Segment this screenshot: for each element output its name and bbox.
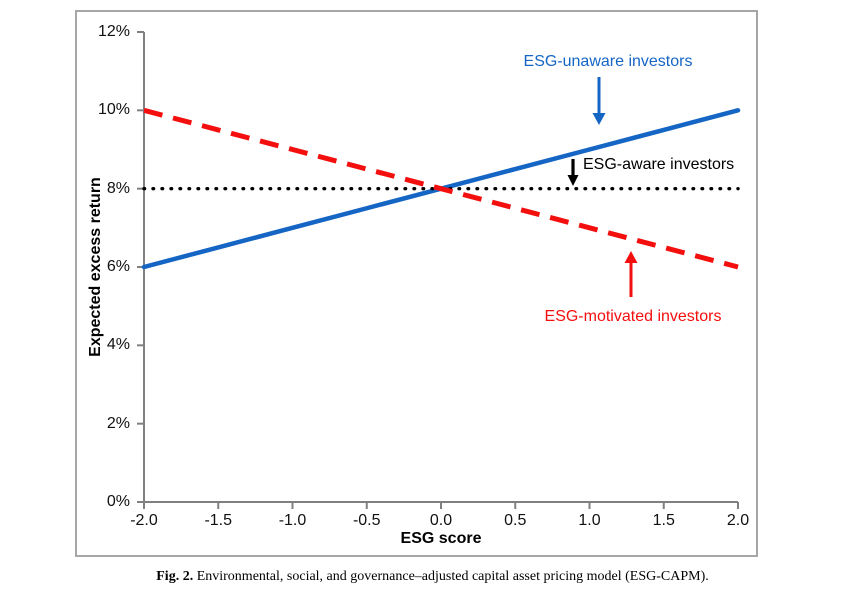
x-tick-label: -0.5	[352, 512, 381, 529]
y-tick-label: 2%	[106, 414, 130, 432]
axes	[143, 32, 738, 503]
x-tick-label: 2.0	[726, 512, 750, 529]
series-line-dashed	[143, 107, 739, 270]
x-tick-label: -1.0	[278, 512, 307, 529]
x-tick-label: 1.0	[578, 512, 601, 529]
y-tick-label: 4%	[106, 336, 130, 354]
x-tick-label: -2.0	[130, 512, 158, 529]
figure-caption-text: Environmental, social, and governance–ad…	[196, 569, 709, 584]
annotation-esg-motivated-investors: ESG-motivated investors	[544, 308, 722, 325]
annotation-esg-aware-investors: ESG-aware investors	[583, 156, 735, 173]
x-tick-label: 0.5	[504, 512, 527, 529]
y-axis-title: Expected excess return	[87, 177, 104, 357]
chart-frame	[75, 10, 758, 557]
annotation-esg-unaware-investors: ESG-unaware investors	[523, 53, 693, 70]
y-tick-label: 6%	[106, 258, 130, 275]
figure-caption: Fig. 2. Environmental, social, and gover…	[0, 569, 865, 585]
annotation-arrowhead	[567, 175, 579, 186]
annotation-arrowhead	[592, 113, 606, 125]
y-tick-label: 8%	[106, 179, 130, 197]
y-tick-label: 12%	[97, 23, 130, 40]
x-tick-label: 1.5	[652, 512, 675, 529]
x-tick-label: 0.0	[429, 512, 453, 529]
annotation-arrowhead	[624, 251, 638, 263]
y-tick-label: 0%	[106, 493, 130, 510]
x-tick-label: -1.5	[204, 512, 233, 529]
x-axis-title: ESG score	[400, 530, 482, 547]
figure-caption-label: Fig. 2.	[156, 569, 194, 584]
y-tick-label: 10%	[97, 101, 130, 119]
